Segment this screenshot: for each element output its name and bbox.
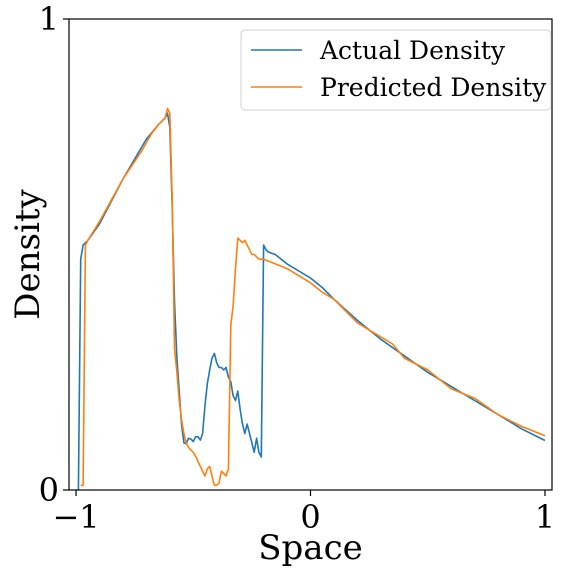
x-axis-label: Space xyxy=(258,528,363,568)
x-tick-label: −1 xyxy=(52,498,99,536)
series-line-predicted-density xyxy=(80,107,546,487)
y-tick-label: 0 xyxy=(39,471,59,509)
plot-lines xyxy=(77,107,546,491)
legend-label-actual-density: Actual Density xyxy=(319,36,506,65)
axis-ticks: −1 0 101 xyxy=(39,0,556,536)
x-tick-label: 1 xyxy=(535,498,555,536)
legend-label-predicted-density: Predicted Density xyxy=(320,73,547,102)
legend: Actual Density Predicted Density xyxy=(240,29,552,111)
y-axis-label: Density xyxy=(8,188,48,319)
y-tick-label: 1 xyxy=(39,0,59,38)
legend-box xyxy=(240,29,552,111)
x-tick-label: 0 xyxy=(300,498,320,536)
series-line-actual-density xyxy=(77,112,546,491)
